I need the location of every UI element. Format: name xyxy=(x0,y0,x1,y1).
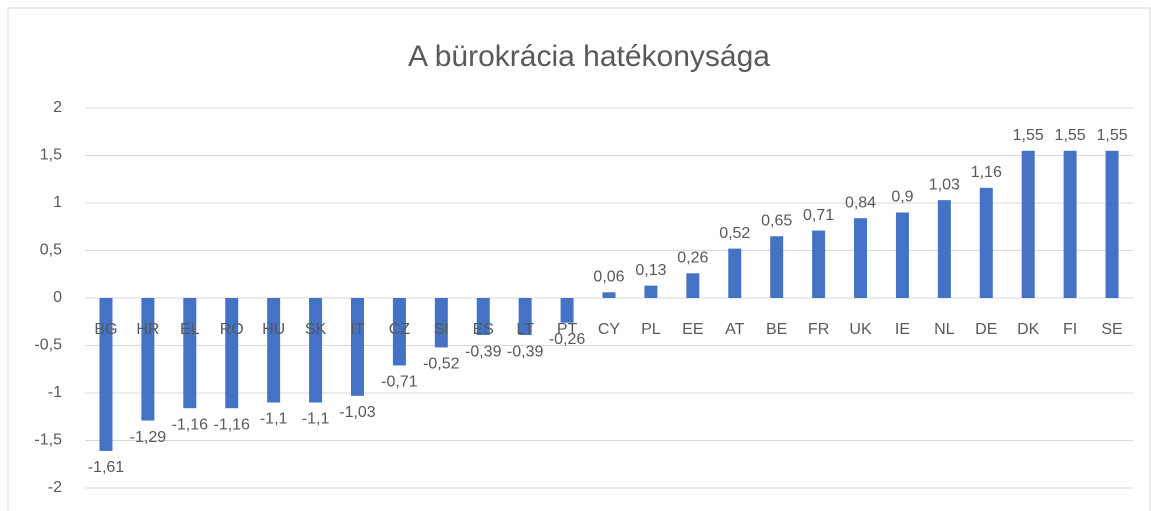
bar xyxy=(476,298,490,336)
data-label: -0,71 xyxy=(381,374,418,391)
x-tick-label: ES xyxy=(473,321,494,338)
bar xyxy=(1105,150,1119,298)
y-tick-label: -0,5 xyxy=(34,337,62,354)
x-tick-label: IE xyxy=(895,321,910,338)
data-label: -1,16 xyxy=(172,416,209,433)
bar xyxy=(183,298,197,409)
x-tick-label: FI xyxy=(1063,321,1077,338)
data-label: 0,06 xyxy=(593,269,624,286)
data-label: -0,52 xyxy=(423,356,460,373)
y-tick-label: 1,5 xyxy=(40,147,62,164)
data-label: 0,71 xyxy=(803,207,834,224)
y-tick-label: 1 xyxy=(53,194,62,211)
bar xyxy=(728,248,742,298)
data-label: 0,9 xyxy=(891,189,913,206)
data-label: -1,16 xyxy=(213,416,250,433)
bar xyxy=(1021,150,1035,298)
x-tick-label: BG xyxy=(94,321,117,338)
data-label: 0,26 xyxy=(677,250,708,267)
data-label: 1,03 xyxy=(929,176,960,193)
x-tick-label: RO xyxy=(220,321,244,338)
x-tick-label: EL xyxy=(180,321,200,338)
bar xyxy=(267,298,281,403)
x-tick-label: LT xyxy=(516,321,534,338)
data-label: 0,13 xyxy=(635,262,666,279)
data-label: 1,55 xyxy=(1055,127,1086,144)
x-tick-label: SE xyxy=(1101,321,1122,338)
bar xyxy=(309,298,323,403)
data-label: 1,55 xyxy=(1013,127,1044,144)
y-tick-label: 2 xyxy=(53,99,62,116)
x-tick-label: SK xyxy=(305,321,327,338)
bar xyxy=(392,298,406,366)
bar xyxy=(350,298,364,396)
y-tick-label: 0 xyxy=(53,289,62,306)
x-tick-label: HU xyxy=(262,321,285,338)
bar xyxy=(1063,150,1077,298)
bar xyxy=(644,285,658,298)
data-label: -1,1 xyxy=(302,411,330,428)
x-tick-label: NL xyxy=(934,321,955,338)
data-label: -0,26 xyxy=(549,331,586,348)
data-label: -0,39 xyxy=(465,343,502,360)
x-tick-label: DE xyxy=(975,321,997,338)
y-tick-label: 0,5 xyxy=(40,242,62,259)
x-tick-label: CZ xyxy=(389,321,411,338)
bar xyxy=(937,200,951,298)
bar xyxy=(812,230,826,298)
bar xyxy=(560,298,574,323)
data-label: -0,39 xyxy=(507,343,544,360)
data-label: 1,55 xyxy=(1096,127,1127,144)
bar xyxy=(895,212,909,298)
data-label: -1,03 xyxy=(339,404,376,421)
x-tick-label: BE xyxy=(766,321,787,338)
chart-title: A bürokrácia hatékonysága xyxy=(408,40,770,73)
x-tick-label: AT xyxy=(725,321,744,338)
data-label: -1,1 xyxy=(260,411,288,428)
y-tick-label: -1 xyxy=(48,384,62,401)
chart-frame xyxy=(7,7,1151,511)
data-label: -1,61 xyxy=(88,459,125,476)
data-label: -1,29 xyxy=(130,429,167,446)
x-tick-label: DK xyxy=(1017,321,1040,338)
x-tick-label: EE xyxy=(682,321,703,338)
x-tick-label: SI xyxy=(434,321,449,338)
bar xyxy=(518,298,532,336)
bar xyxy=(99,298,113,451)
x-tick-label: FR xyxy=(808,321,829,338)
x-tick-label: HR xyxy=(136,321,159,338)
data-label: 0,65 xyxy=(761,212,792,229)
bar xyxy=(225,298,239,409)
x-tick-label: UK xyxy=(849,321,872,338)
bar xyxy=(854,218,868,298)
bar xyxy=(770,236,784,298)
y-tick-label: -1,5 xyxy=(34,432,62,449)
x-tick-label: PT xyxy=(557,321,578,338)
data-label: 0,52 xyxy=(719,225,750,242)
bar xyxy=(141,298,155,421)
bar xyxy=(434,298,448,348)
bar xyxy=(979,187,993,298)
data-label: 0,84 xyxy=(845,194,876,211)
x-tick-label: IT xyxy=(350,321,364,338)
bar xyxy=(686,273,700,298)
data-label: 1,16 xyxy=(971,164,1002,181)
x-tick-label: CY xyxy=(598,321,621,338)
y-tick-label: -2 xyxy=(48,479,62,496)
x-tick-label: PL xyxy=(641,321,661,338)
bar xyxy=(602,292,616,298)
